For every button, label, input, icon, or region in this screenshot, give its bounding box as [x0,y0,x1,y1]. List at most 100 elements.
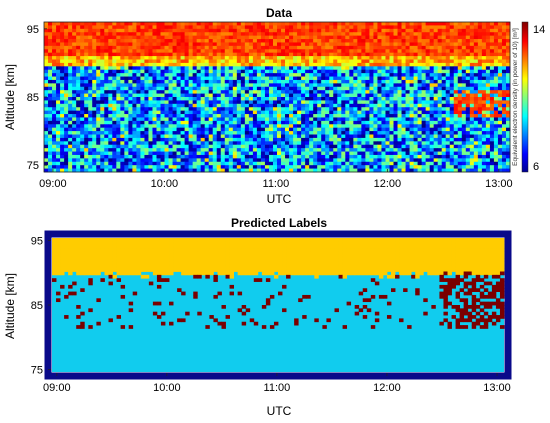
heatmap-cell [160,62,165,67]
heatmap-cell [281,69,286,74]
heatmap-cell [192,39,198,43]
heatmap-cell [264,110,270,115]
heatmap-cell [289,76,294,81]
heatmap-cell [429,110,435,115]
heatmap-cell [397,79,402,84]
heatmap-cell [461,52,467,57]
heatmap-cell [44,148,49,152]
heatmap-cell [128,124,133,129]
heatmap-cell [309,161,314,166]
heatmap-cell [184,124,190,129]
heatmap-cell [68,28,73,33]
heatmap-cell [216,137,222,142]
heatmap-cell [453,49,459,54]
heatmap-cell [76,28,81,33]
heatmap-cell [437,114,443,118]
heatmap-cell [240,22,246,26]
heatmap-cell [413,32,419,37]
heatmap-cell [493,42,499,47]
heatmap-cell [204,66,210,71]
heatmap-cell [301,141,306,146]
heatmap-cell [108,114,113,118]
heatmap-cell [409,117,414,122]
heatmap-cell [132,76,137,81]
heatmap-cell [409,73,414,77]
heatmap-cell [397,158,402,163]
heatmap-cell [493,86,499,91]
heatmap-cell [305,107,310,112]
heatmap-cell [341,66,346,71]
heatmap-cell [132,141,137,146]
heatmap-cell [385,137,390,142]
heatmap-cell [473,45,479,50]
heatmap-cell [196,103,202,108]
heatmap-cell [277,22,282,26]
heatmap-cell [168,124,173,129]
heatmap-cell [333,100,338,105]
heatmap-cell [76,161,81,166]
heatmap-cell [200,97,206,101]
heatmap-cell [104,28,109,33]
heatmap-cell [68,45,73,50]
heatmap-cell [449,90,455,94]
heatmap-cell [277,56,282,60]
heatmap-cell [393,165,398,169]
heatmap-cell [272,35,278,40]
heatmap-cell [389,127,394,132]
heatmap-cell [236,35,242,40]
heatmap-cell [228,42,234,47]
heatmap-cell [80,131,85,135]
heatmap-cell [333,76,338,81]
heatmap-cell [317,62,322,67]
heatmap-cell [445,83,451,88]
heatmap-cell [256,35,262,40]
heatmap-cell [297,107,302,112]
heatmap-cell [333,22,338,26]
heatmap-cell [493,124,499,129]
heatmap-cell [341,107,346,112]
heatmap-cell [309,100,314,105]
heatmap-cell [124,83,129,88]
heatmap-cell [180,39,186,43]
heatmap-cell [369,161,374,166]
heatmap-cell [501,137,507,142]
heatmap-cell [325,49,330,54]
heatmap-cell [433,28,439,33]
heatmap-cell [333,127,338,132]
heatmap-cell [437,49,443,54]
heatmap-cell [104,114,109,118]
heatmap-cell [401,127,406,132]
heatmap-cell [172,120,177,125]
heatmap-cell [277,103,282,108]
heatmap-cell [449,86,455,91]
heatmap-cell [208,97,214,101]
heatmap-cell [497,100,503,105]
heatmap-cell [449,114,455,118]
heatmap-cell [377,151,382,156]
heatmap-cell [196,56,202,60]
heatmap-cell [353,161,358,166]
heatmap-cell [477,137,483,142]
heatmap-cell [140,117,145,122]
heatmap-cell [44,25,49,30]
heatmap-cell [465,107,471,112]
heatmap-cell [497,79,503,84]
heatmap-cell [461,144,467,149]
heatmap-cell [204,62,210,67]
heatmap-cell [297,141,302,146]
heatmap-cell [136,148,141,152]
heatmap-cell [285,56,290,60]
heatmap-cell [232,45,238,50]
heatmap-cell [333,158,338,163]
heatmap-cell [381,151,386,156]
heatmap-cell [56,28,61,33]
heatmap-cell [272,28,278,33]
heatmap-cell [481,76,487,81]
heatmap-cell [445,107,451,112]
heatmap-cell [128,100,133,105]
heatmap-cell [289,154,294,159]
heatmap-cell [385,69,390,74]
heatmap-cell [381,100,386,105]
heatmap-cell [293,134,298,139]
heatmap-cell [128,93,133,98]
